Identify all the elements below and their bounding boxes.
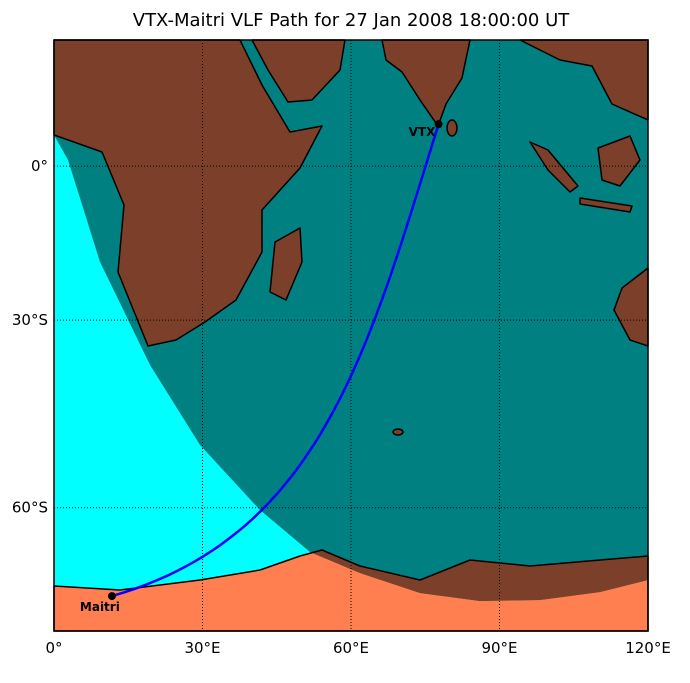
x-tick-label: 0° bbox=[45, 639, 62, 657]
station-marker bbox=[107, 592, 116, 601]
x-tick-label: 30°E bbox=[184, 639, 220, 657]
x-tick-label: 90°E bbox=[481, 639, 517, 657]
vlf-path bbox=[111, 123, 440, 598]
x-tick-label: 60°E bbox=[333, 639, 369, 657]
station-marker bbox=[434, 120, 443, 129]
y-tick-label: 30°S bbox=[12, 311, 48, 329]
frame bbox=[53, 39, 649, 632]
y-tick-label: 0° bbox=[31, 157, 48, 175]
station-label: VTX bbox=[409, 125, 436, 139]
station-label: Maitri bbox=[80, 600, 120, 614]
map-title: VTX-Maitri VLF Path for 27 Jan 2008 18:0… bbox=[133, 10, 570, 31]
x-tick-label: 120°E bbox=[625, 639, 671, 657]
y-tick-label: 60°S bbox=[12, 499, 48, 517]
